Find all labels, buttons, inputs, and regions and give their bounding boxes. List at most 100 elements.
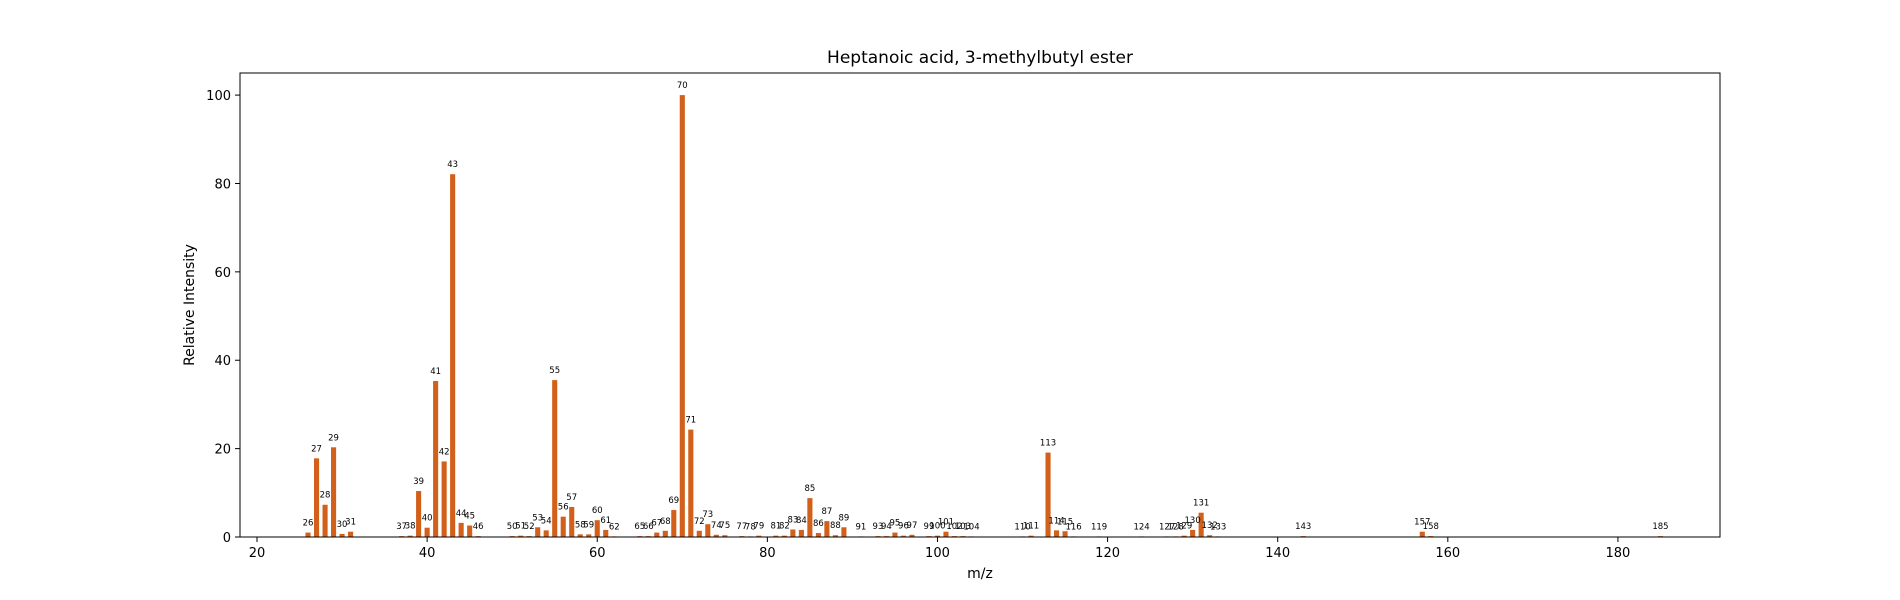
bar-mz-38 xyxy=(407,535,413,537)
bar-label-mz-29: 29 xyxy=(328,433,339,443)
bar-mz-30 xyxy=(339,533,345,537)
x-tick-label: 80 xyxy=(759,546,776,561)
bar-label-mz-39: 39 xyxy=(413,477,424,487)
bar-label-mz-157: 157 xyxy=(1414,518,1430,528)
bar-label-mz-72: 72 xyxy=(694,517,705,527)
bar-mz-56 xyxy=(560,516,566,537)
x-axis-label: m/z xyxy=(967,566,993,582)
bar-label-mz-71: 71 xyxy=(685,416,696,426)
bar-label-mz-143: 143 xyxy=(1295,522,1311,532)
bar-label-mz-79: 79 xyxy=(753,522,764,532)
bar-label-mz-75: 75 xyxy=(719,521,730,531)
bar-label-mz-97: 97 xyxy=(907,521,918,531)
x-tick-label: 100 xyxy=(925,546,950,561)
x-tick-label: 140 xyxy=(1265,546,1290,561)
bar-label-mz-132: 132 xyxy=(1202,521,1218,531)
bar-label-mz-124: 124 xyxy=(1133,523,1149,533)
bar-mz-86 xyxy=(815,533,821,537)
bar-label-mz-115: 115 xyxy=(1057,517,1073,527)
bar-label-mz-46: 46 xyxy=(473,522,484,532)
bar-label-mz-78: 78 xyxy=(745,523,756,533)
bar-label-mz-54: 54 xyxy=(541,516,552,526)
bar-label-mz-99: 99 xyxy=(924,522,935,532)
bar-label-mz-119: 119 xyxy=(1091,523,1107,533)
x-axis-ticks: 20 40 60 80 100 120 140 160 180 xyxy=(249,537,1630,561)
bar-label-mz-110: 110 xyxy=(1014,523,1030,533)
bar-mz-82 xyxy=(781,535,787,537)
bar-label-mz-73: 73 xyxy=(702,510,713,520)
bar-label-mz-27: 27 xyxy=(311,444,322,454)
bar-label-mz-70: 70 xyxy=(677,81,688,91)
bar-mz-53 xyxy=(535,527,541,537)
bar-label-mz-86: 86 xyxy=(813,519,824,529)
bar-mz-29 xyxy=(331,447,337,537)
bar-label-mz-103: 103 xyxy=(955,522,971,532)
bar-label-mz-45: 45 xyxy=(464,512,475,522)
bar-mz-81 xyxy=(773,535,779,537)
bar-label-mz-129: 129 xyxy=(1176,522,1192,532)
bar-label-mz-42: 42 xyxy=(439,447,450,457)
y-tick-label: 60 xyxy=(214,266,231,281)
bar-mz-41 xyxy=(433,381,439,537)
y-tick-label: 100 xyxy=(206,89,231,104)
bar-label-mz-69: 69 xyxy=(668,496,679,506)
bar-label-mz-60: 60 xyxy=(592,506,603,516)
bar-mz-26 xyxy=(305,532,311,537)
bar-label-mz-26: 26 xyxy=(303,519,314,529)
bar-label-mz-30: 30 xyxy=(337,520,348,530)
bar-mz-111 xyxy=(1028,535,1034,537)
bar-label-mz-101: 101 xyxy=(938,518,954,528)
x-tick-label: 160 xyxy=(1435,546,1460,561)
bar-mz-61 xyxy=(603,529,609,537)
bar-mz-72 xyxy=(696,530,702,537)
bar-mz-129 xyxy=(1181,535,1187,537)
bar-mz-114 xyxy=(1054,530,1060,537)
bar-mz-55 xyxy=(552,380,558,537)
bar-label-mz-58: 58 xyxy=(575,520,586,530)
y-tick-label: 20 xyxy=(214,443,231,458)
bar-mz-74 xyxy=(713,534,719,537)
y-axis-ticks: 0 20 40 60 80 100 xyxy=(206,89,240,546)
bar-mz-28 xyxy=(322,504,328,537)
bar-mz-57 xyxy=(569,506,575,537)
bar-label-mz-111: 111 xyxy=(1023,522,1039,532)
plot-frame xyxy=(239,72,1721,538)
bar-label-mz-81: 81 xyxy=(770,522,781,532)
bar-label-mz-114: 114 xyxy=(1048,516,1064,526)
bar-label-mz-74: 74 xyxy=(711,521,722,531)
y-tick-label: 0 xyxy=(223,531,231,546)
bar-label-mz-55: 55 xyxy=(549,366,560,376)
bar-mz-40 xyxy=(424,527,430,537)
bar-mz-85 xyxy=(807,498,813,537)
bar-mz-131 xyxy=(1198,512,1204,537)
y-tick-label: 40 xyxy=(214,354,231,369)
bar-mz-27 xyxy=(314,458,320,537)
bar-label-mz-102: 102 xyxy=(946,522,962,532)
bar-series xyxy=(305,95,1664,537)
bar-mz-60 xyxy=(594,520,600,537)
bar-label-mz-28: 28 xyxy=(320,491,331,501)
bar-label-mz-131: 131 xyxy=(1193,499,1209,509)
bar-label-mz-56: 56 xyxy=(558,503,569,513)
bar-label-mz-50: 50 xyxy=(507,522,518,532)
bar-label-mz-100: 100 xyxy=(929,522,945,532)
bar-mz-73 xyxy=(705,524,711,537)
y-tick-label: 80 xyxy=(214,177,231,192)
x-tick-label: 60 xyxy=(589,546,606,561)
bar-label-mz-88: 88 xyxy=(830,521,841,531)
y-axis-label: Relative Intensity xyxy=(182,244,198,366)
bar-mz-54 xyxy=(543,530,549,537)
bar-mz-83 xyxy=(790,529,796,537)
bar-mz-130 xyxy=(1190,529,1196,537)
bar-mz-100 xyxy=(934,535,941,537)
bar-label-mz-95: 95 xyxy=(890,519,901,529)
bar-label-mz-77: 77 xyxy=(736,522,747,532)
bar-label-mz-44: 44 xyxy=(456,509,467,519)
bar-mz-84 xyxy=(798,529,804,537)
bar-mz-58 xyxy=(577,534,583,537)
bar-label-mz-89: 89 xyxy=(838,513,849,523)
bar-label-mz-85: 85 xyxy=(804,484,815,494)
bar-label-mz-53: 53 xyxy=(532,513,543,523)
